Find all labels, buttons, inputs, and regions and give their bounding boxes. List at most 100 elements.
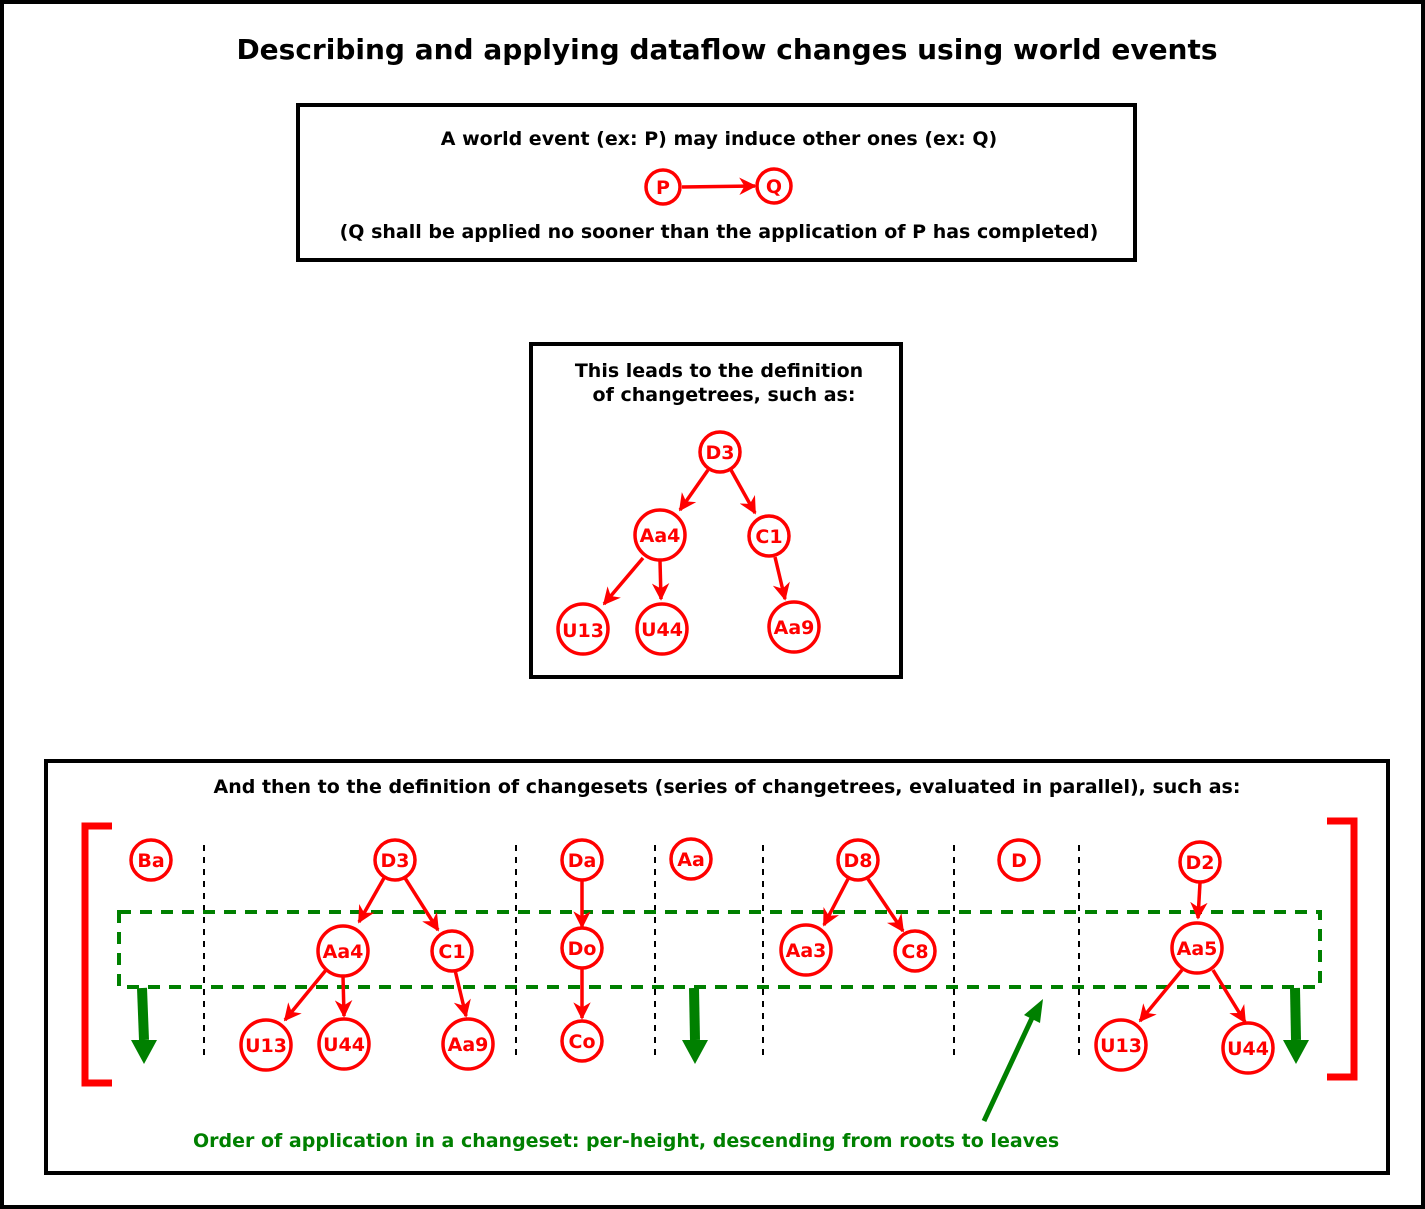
current-height-band — [117, 910, 1322, 989]
node-D8: D8 — [836, 838, 880, 882]
changeset-left-bracket — [81, 822, 112, 1087]
node-label: Aa3 — [786, 940, 827, 962]
order-pointer-arrow — [981, 999, 1043, 1123]
edge — [403, 877, 440, 932]
node-label: U44 — [641, 619, 683, 641]
edge — [1190, 882, 1208, 920]
box-changetree-caption-line1: This leads to the definition — [575, 360, 863, 382]
box-world-event-frame — [296, 103, 1137, 262]
node-Aa5: Aa5 — [1170, 921, 1224, 975]
node-U13: U13 — [1094, 1018, 1148, 1072]
node-Aa: Aa — [669, 837, 713, 881]
edge — [866, 878, 905, 933]
node-U13: U13 — [556, 602, 610, 656]
node-label: Aa9 — [448, 1034, 489, 1056]
box-changetree-caption-line2: of changetrees, such as: — [593, 384, 856, 406]
node-label: Ba — [137, 850, 164, 872]
edge-p-q — [681, 177, 757, 195]
edge — [357, 877, 386, 924]
edge — [822, 878, 850, 927]
edge — [1138, 968, 1184, 1023]
node-label: Aa4 — [323, 941, 364, 963]
node-Ba: Ba — [129, 838, 173, 882]
node-D3: D3 — [698, 430, 742, 474]
node-Aa4: Aa4 — [316, 924, 370, 978]
changeset-edges — [283, 877, 1247, 1024]
edge — [453, 969, 471, 1018]
order-down-arrows — [131, 987, 1309, 1064]
down-arrow — [131, 987, 157, 1064]
node-P: P — [644, 168, 682, 206]
node-label: Da — [568, 850, 597, 872]
changetree-7: D2 Aa5 U13 U44 — [1094, 840, 1275, 1075]
edge — [283, 968, 328, 1022]
node-label: Q — [766, 176, 782, 198]
node-D: D — [997, 838, 1041, 882]
edge — [602, 556, 645, 606]
changetree-3: Da Do Co — [560, 838, 604, 1063]
node-label: Co — [569, 1031, 596, 1053]
changetree-5: D8 Aa3 C8 — [779, 838, 937, 977]
node-label: U44 — [1227, 1038, 1269, 1060]
node-D3: D3 — [373, 838, 417, 882]
node-label: U13 — [245, 1035, 287, 1057]
node-U44: U44 — [317, 1017, 371, 1071]
down-arrow — [1283, 987, 1309, 1064]
edge — [651, 560, 670, 601]
changetree-4: Aa — [669, 837, 713, 881]
node-label: Do — [568, 938, 597, 960]
box-changeset-frame — [44, 759, 1390, 1175]
node-label: U44 — [323, 1034, 365, 1056]
edge — [772, 556, 790, 601]
changetree-2: D3 Aa4 C1 U13 U44 Aa9 — [239, 838, 495, 1072]
node-C8: C8 — [893, 929, 937, 973]
node-label: Aa — [677, 849, 705, 871]
edge — [729, 469, 757, 515]
node-label: D8 — [844, 850, 873, 872]
node-label: Aa4 — [640, 525, 681, 547]
node-label: D2 — [1186, 852, 1215, 874]
box-world-event-note: (Q shall be applied no sooner than the a… — [340, 221, 1099, 243]
node-label: C8 — [901, 941, 928, 963]
node-label: D3 — [381, 850, 410, 872]
node-Aa4: Aa4 — [633, 508, 687, 562]
changetree-6: D — [997, 838, 1041, 882]
node-label: U13 — [1100, 1035, 1142, 1057]
box-changeset: And then to the definition of changesets… — [44, 759, 1390, 1175]
node-label: D3 — [706, 442, 735, 464]
changeset-right-bracket — [1327, 817, 1358, 1081]
node-Aa3: Aa3 — [779, 923, 833, 977]
box-world-event: A world event (ex: P) may induce other o… — [296, 103, 1137, 262]
box-changeset-caption: And then to the definition of changesets… — [214, 776, 1241, 798]
edge — [1211, 969, 1247, 1024]
node-C1: C1 — [430, 929, 474, 973]
node-label: Aa9 — [774, 617, 815, 639]
changetree-1: Ba — [129, 838, 173, 882]
node-C1: C1 — [747, 514, 791, 558]
node-U44: U44 — [1221, 1021, 1275, 1075]
node-Aa9: Aa9 — [441, 1017, 495, 1071]
edge — [334, 975, 353, 1018]
box-world-event-caption: A world event (ex: P) may induce other o… — [441, 128, 997, 150]
node-U13: U13 — [239, 1018, 293, 1072]
node-D2: D2 — [1178, 840, 1222, 884]
node-Aa9: Aa9 — [767, 600, 821, 654]
box-changetree-frame — [529, 342, 903, 679]
node-Q: Q — [755, 167, 793, 205]
box-changetree: This leads to the definition of changetr… — [529, 342, 903, 679]
node-label: Aa5 — [1177, 938, 1218, 960]
diagram-title: Describing and applying dataflow changes… — [236, 33, 1217, 66]
down-arrow — [682, 987, 708, 1064]
node-Do: Do — [560, 926, 604, 970]
node-Co: Co — [560, 1019, 604, 1063]
node-label: D — [1011, 850, 1027, 872]
edge — [678, 468, 710, 512]
node-label: C1 — [438, 941, 465, 963]
node-label: P — [656, 177, 670, 199]
order-note: Order of application in a changeset: per… — [193, 1130, 1059, 1152]
node-label: C1 — [755, 526, 782, 548]
node-label: U13 — [562, 620, 604, 642]
